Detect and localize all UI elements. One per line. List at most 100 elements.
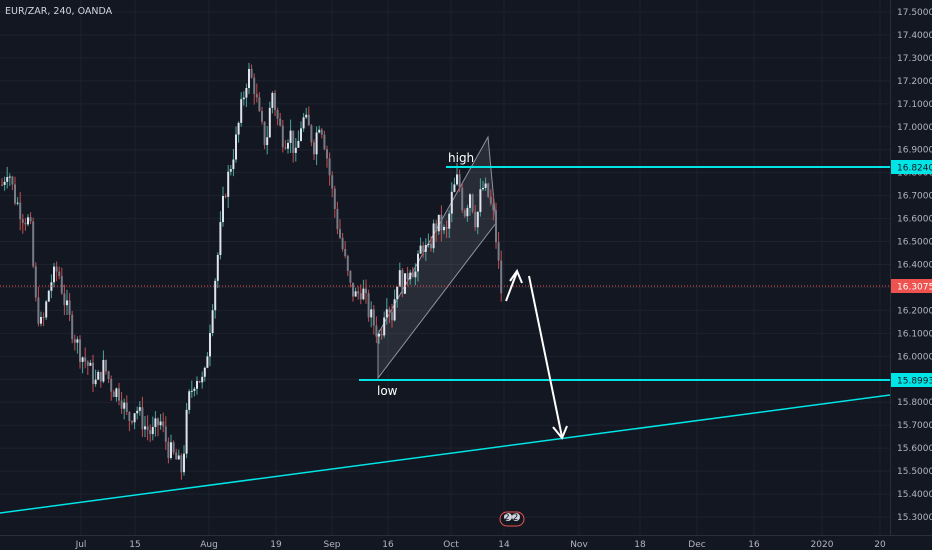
- candle-body: [476, 211, 479, 228]
- candle-body: [352, 282, 354, 297]
- candle-body: [487, 183, 490, 197]
- y-tick-label: 15.80000: [897, 398, 932, 408]
- y-tick-label: 17.10000: [897, 100, 932, 110]
- candle-body: [206, 356, 209, 368]
- candle-body: [479, 189, 482, 212]
- candle-body: [463, 210, 466, 217]
- candle-body: [120, 400, 123, 409]
- arrow-up[interactable]: [505, 268, 523, 302]
- candle-body: [346, 255, 349, 271]
- candle-body: [411, 272, 414, 278]
- candle-body: [274, 92, 276, 111]
- candle-body: [14, 184, 16, 204]
- y-tick-label: 17.30000: [897, 54, 932, 64]
- candle-body: [250, 68, 253, 78]
- candle-body: [110, 378, 113, 392]
- y-tick-label: 16.20000: [897, 306, 932, 316]
- candle-body: [398, 270, 401, 287]
- level-label-low-text: 15.89938: [897, 377, 932, 387]
- y-tick-label: 15.70000: [897, 421, 932, 431]
- candle-body: [318, 129, 321, 133]
- candle-body: [84, 357, 87, 362]
- candle-body: [404, 273, 406, 294]
- level-label-low: 15.89938: [891, 373, 932, 387]
- candle-body: [378, 333, 380, 337]
- candle-body: [211, 310, 214, 334]
- candle-body: [331, 175, 334, 189]
- candle-body: [157, 418, 159, 426]
- chart-title: EUR/ZAR, 240, OANDA: [5, 6, 113, 17]
- candle-body: [144, 426, 146, 430]
- candle-body: [81, 357, 84, 362]
- candle-body: [115, 388, 118, 397]
- candle-body: [448, 213, 451, 229]
- candle-body: [175, 452, 178, 460]
- candle-body: [227, 171, 230, 197]
- price-axis[interactable]: 17.50000 17.40000 17.30000 17.20000 17.10000…: [897, 8, 932, 523]
- candle-body: [222, 195, 224, 223]
- candle-body: [320, 129, 323, 135]
- candle-body: [133, 413, 136, 423]
- candle-body: [164, 426, 167, 442]
- candle-body: [302, 117, 305, 129]
- candle-body: [432, 223, 435, 249]
- candle-body: [27, 217, 29, 225]
- candle-body: [292, 130, 295, 153]
- candle-body: [162, 421, 165, 427]
- candle-body: [89, 362, 92, 366]
- candle-body: [190, 390, 193, 392]
- x-tick-label: 16: [748, 540, 760, 550]
- candle-body: [229, 169, 232, 172]
- candle-body: [409, 272, 412, 280]
- x-tick-label: Dec: [688, 540, 705, 550]
- annotation-low[interactable]: low: [377, 384, 398, 398]
- y-tick-label: 16.10000: [897, 329, 932, 339]
- y-tick-label: 16.50000: [897, 238, 932, 248]
- candle-body: [245, 88, 248, 98]
- candle-body: [440, 214, 443, 231]
- candle-body: [50, 282, 53, 291]
- arrow-down[interactable]: [528, 275, 568, 440]
- event-badge[interactable]: 2 2: [499, 511, 525, 527]
- candle-body: [66, 300, 68, 306]
- candle-body: [339, 229, 341, 238]
- candle-body: [466, 207, 469, 217]
- x-tick-label: Jul: [75, 540, 87, 550]
- candle-body: [131, 421, 133, 423]
- candle-body: [271, 92, 274, 108]
- y-tick-label: 16.40000: [897, 261, 932, 271]
- candle-body: [183, 453, 185, 473]
- trendline-support[interactable]: [0, 394, 891, 514]
- candle-body: [388, 309, 391, 313]
- ascending-channel[interactable]: [377, 135, 497, 380]
- candle-body: [6, 177, 9, 182]
- y-tick-label: 15.60000: [897, 444, 932, 454]
- candle-body: [307, 114, 310, 126]
- x-tick-label: 2020: [811, 540, 834, 550]
- time-axis[interactable]: Jul 15 Aug 19 Sep 16 Oct 14 Nov 18 Dec 16 2020 20: [75, 540, 886, 550]
- candle-body: [32, 221, 35, 267]
- candle-body: [138, 407, 141, 411]
- candle-body: [391, 312, 393, 321]
- candle-body: [151, 427, 154, 435]
- y-tick-label: 17.50000: [897, 8, 932, 18]
- candle-body: [63, 293, 66, 306]
- candle-body: [341, 237, 344, 249]
- candle-body: [107, 371, 110, 379]
- candle-body: [336, 208, 339, 230]
- candle-body: [141, 407, 144, 430]
- candle-body: [154, 418, 157, 428]
- x-tick-label: 19: [270, 540, 282, 550]
- candle-body: [294, 147, 297, 153]
- candles: [1, 62, 503, 480]
- candle-body: [86, 361, 89, 366]
- candle-body: [414, 271, 417, 278]
- y-tick-label: 16.70000: [897, 192, 932, 202]
- y-tick-label: 16.90000: [897, 146, 932, 156]
- candle-body: [58, 271, 61, 277]
- candle-body: [326, 149, 328, 159]
- candle-body: [214, 280, 217, 311]
- annotation-high[interactable]: high: [448, 151, 474, 165]
- candle-body: [383, 317, 386, 336]
